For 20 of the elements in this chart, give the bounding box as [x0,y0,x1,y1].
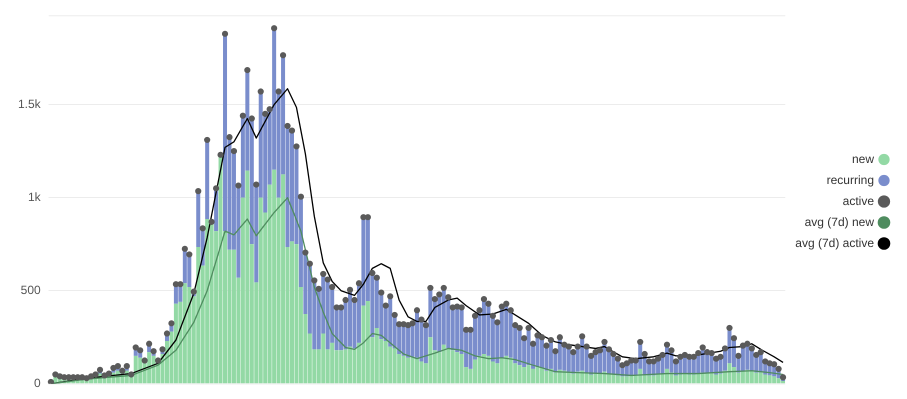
bar [321,334,326,384]
legend-label: new [852,152,874,166]
y-tick-label: 0 [34,376,41,390]
bar [758,372,763,384]
bar [384,340,388,384]
bar [504,356,508,384]
y-tick-label: 500 [20,283,41,298]
y-tick-label: 1.5k [18,96,42,111]
y-tick-label: 1k [28,190,42,204]
legend-label: avg (7d) active [795,236,874,250]
bar [442,344,446,384]
bar [696,374,700,384]
legend-label: active [842,194,874,208]
legend-label: recurring [826,172,874,187]
bar [196,246,200,384]
bar [571,374,576,384]
legend-label: avg (7d) new [804,214,874,229]
bar [258,198,263,384]
bar [446,348,450,384]
bar [508,358,513,384]
